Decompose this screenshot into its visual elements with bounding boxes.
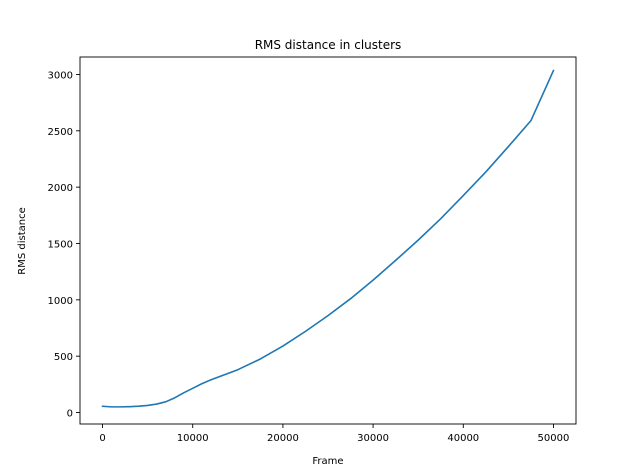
y-tick-label: 1000 xyxy=(48,296,73,307)
x-tick-label: 0 xyxy=(99,433,105,444)
plot-area xyxy=(79,56,577,425)
x-axis-label: Frame xyxy=(312,456,343,467)
x-tick-label: 10000 xyxy=(177,433,209,444)
y-axis: 0 500 1000 1500 2000 2500 3000 xyxy=(48,70,80,420)
plot-frame xyxy=(79,56,577,425)
y-tick-label: 2500 xyxy=(48,127,73,138)
series-line-1 xyxy=(101,69,555,408)
y-axis-label: RMS distance xyxy=(17,207,28,274)
x-tick-label: 50000 xyxy=(538,433,570,444)
chart-title: RMS distance in clusters xyxy=(255,38,402,52)
y-tick-label: 500 xyxy=(54,352,73,363)
y-tick-label: 2000 xyxy=(48,183,73,194)
y-tick-label: 3000 xyxy=(48,70,73,81)
x-axis: 0 10000 20000 30000 40000 50000 xyxy=(99,424,569,444)
x-tick-label: 20000 xyxy=(267,433,299,444)
x-tick-label: 40000 xyxy=(447,433,479,444)
x-tick-label: 30000 xyxy=(357,433,389,444)
y-tick-label: 0 xyxy=(67,409,73,420)
y-tick-label: 1500 xyxy=(48,239,73,250)
